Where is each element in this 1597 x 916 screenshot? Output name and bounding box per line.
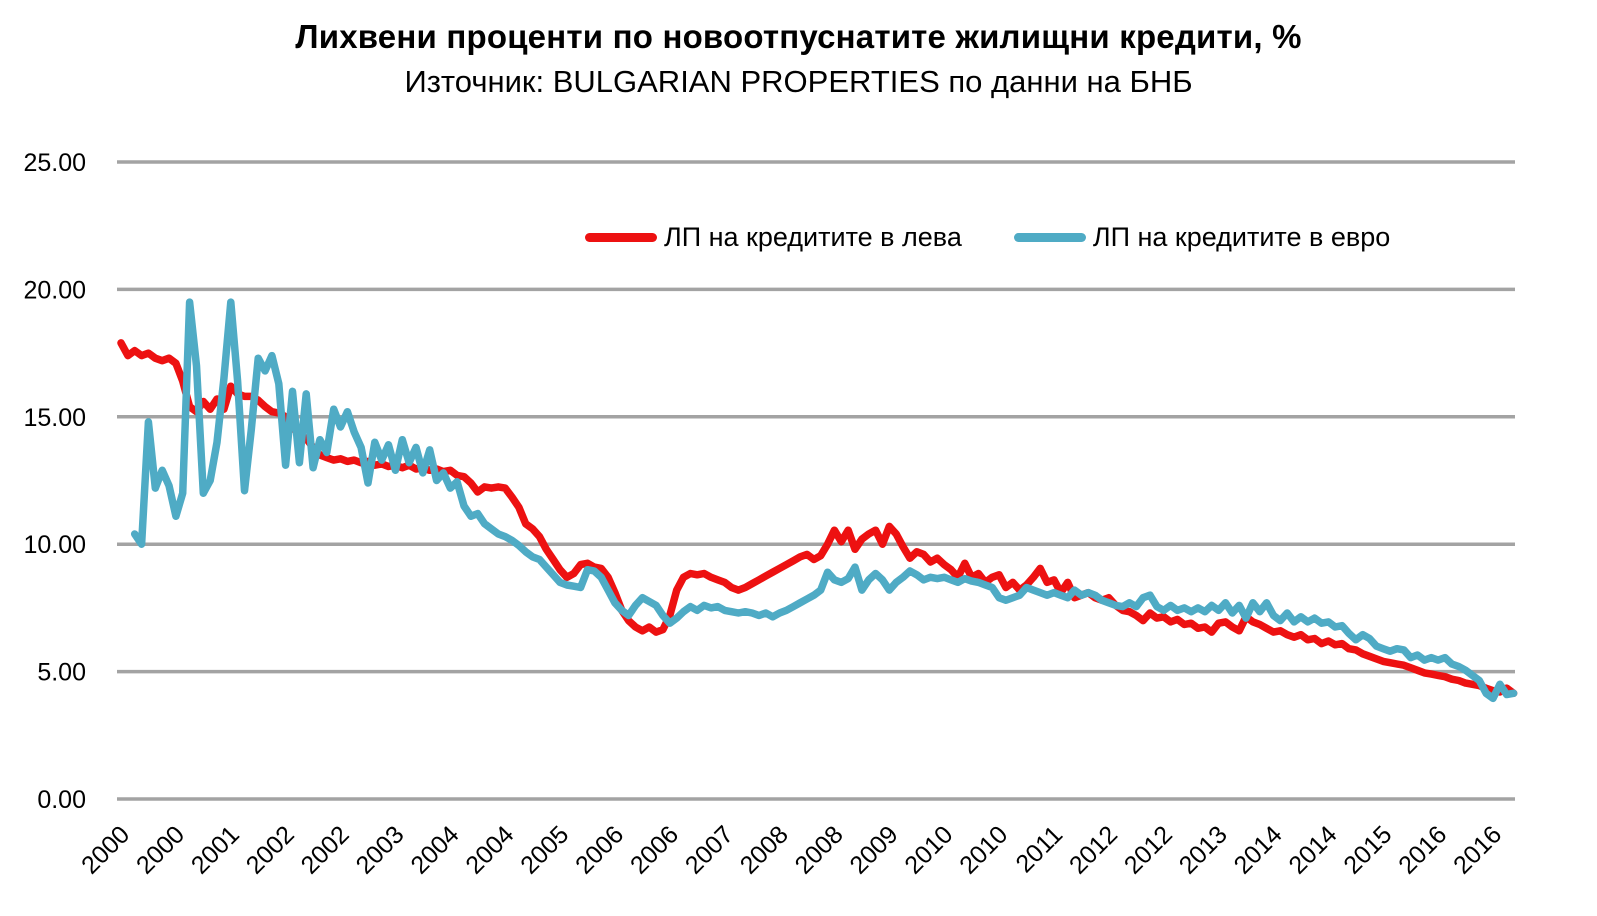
- x-axis-label: 2009: [844, 820, 903, 879]
- x-axis-label: 2002: [296, 820, 355, 879]
- legend-entry-evro: ЛП на кредитите в евро: [1013, 222, 1391, 253]
- x-axis-label: 2001: [186, 820, 245, 879]
- x-axis-label: 2016: [1448, 820, 1507, 879]
- x-axis-label: 2000: [131, 820, 190, 879]
- x-axis-label: 2010: [899, 820, 958, 879]
- y-axis-label: 20.00: [23, 276, 86, 304]
- x-axis-label: 2003: [351, 820, 410, 879]
- x-axis-label: 2013: [1174, 820, 1233, 879]
- x-axis-label: 2008: [790, 820, 849, 879]
- legend-entry-leva: ЛП на кредитите в лева: [585, 222, 962, 253]
- x-axis-label: 2006: [570, 820, 629, 879]
- x-axis-label: 2002: [241, 820, 300, 879]
- x-axis-label: 2008: [735, 820, 794, 879]
- legend-label-evro: ЛП на кредитите в евро: [1092, 222, 1391, 252]
- x-axis-label: 2012: [1064, 820, 1123, 879]
- series-line-leva: [117, 339, 1518, 698]
- x-axis-label: 2010: [954, 820, 1013, 879]
- x-axis-label: 2000: [76, 820, 135, 879]
- x-axis-label: 2004: [460, 820, 519, 879]
- x-axis-label: 2016: [1393, 820, 1452, 879]
- y-axis-label: 25.00: [23, 149, 86, 177]
- x-axis-label: 2014: [1283, 820, 1342, 879]
- x-axis-label: 2015: [1338, 820, 1397, 879]
- y-axis-label: 15.00: [23, 404, 86, 432]
- chart-legend: ЛП на кредитите в лева ЛП на кредитите в…: [585, 222, 1390, 253]
- x-axis-label: 2011: [1010, 820, 1068, 878]
- series-line-evro: [130, 298, 1518, 703]
- chart-title: Лихвени проценти по новоотпуснатите жили…: [295, 18, 1302, 55]
- x-axis-label: 2012: [1119, 820, 1178, 879]
- x-axis-label: 2007: [680, 820, 739, 879]
- x-axis-label: 2004: [405, 820, 464, 879]
- legend-line-evro-icon: [1013, 233, 1086, 242]
- x-axis-label: 2005: [515, 820, 574, 879]
- legend-label-leva: ЛП на кредитите в лева: [664, 222, 962, 252]
- x-axis-label: 2006: [625, 820, 684, 879]
- x-axis-label: 2014: [1229, 820, 1288, 879]
- y-axis-label: 5.00: [37, 659, 86, 687]
- y-axis-label: 0.00: [37, 786, 86, 814]
- y-axis-label: 10.00: [23, 531, 86, 559]
- legend-line-leva-icon: [585, 233, 657, 242]
- chart-subtitle: Източник: BULGARIAN PROPERTIES по данни …: [404, 64, 1193, 99]
